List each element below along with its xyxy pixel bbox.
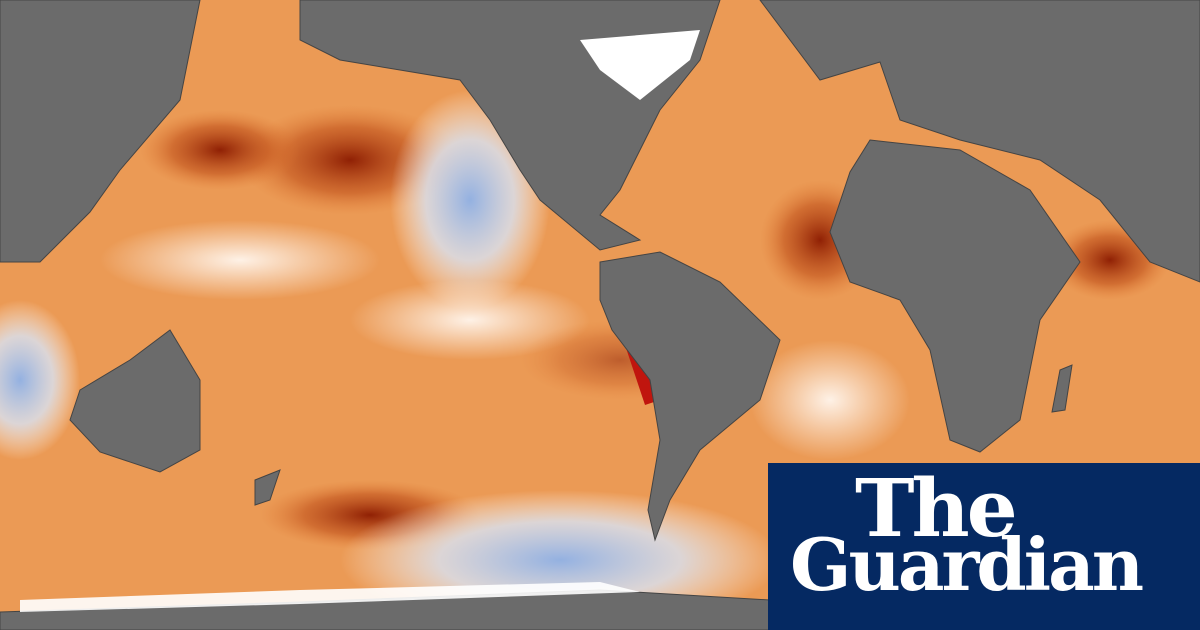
logo-line-1: The xyxy=(855,461,1015,555)
sea-ice xyxy=(20,30,700,612)
logo-line-2: Guardian xyxy=(790,522,1143,607)
logo-box xyxy=(768,463,1200,630)
